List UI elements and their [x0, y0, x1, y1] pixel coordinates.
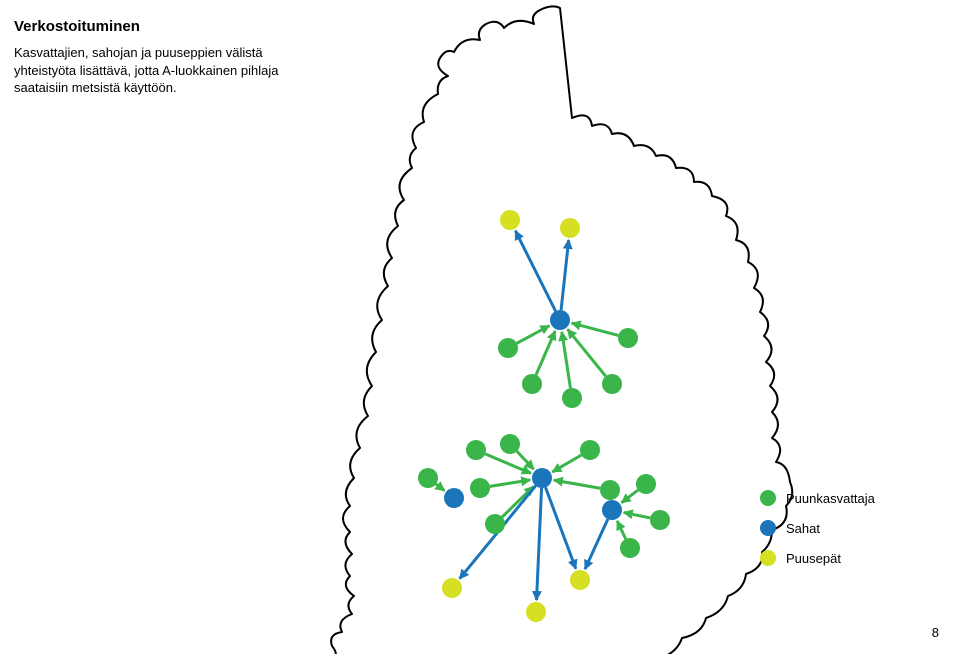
legend-label: Puunkasvattaja	[786, 491, 875, 506]
node-green	[600, 480, 620, 500]
node-green	[500, 434, 520, 454]
legend-swatch-icon	[760, 550, 776, 566]
legend-row: Sahat	[760, 520, 875, 536]
node-yellow	[560, 218, 580, 238]
node-green	[522, 374, 542, 394]
node-green	[498, 338, 518, 358]
node-green	[470, 478, 490, 498]
node-blue	[550, 310, 570, 330]
node-green	[636, 474, 656, 494]
node-yellow	[526, 602, 546, 622]
legend-label: Puusepät	[786, 551, 841, 566]
legend-label: Sahat	[786, 521, 820, 536]
legend-swatch-icon	[760, 490, 776, 506]
node-blue	[602, 500, 622, 520]
legend: Puunkasvattaja Sahat Puusepät	[760, 490, 875, 580]
node-green	[650, 510, 670, 530]
finland-outline	[298, 6, 793, 654]
node-blue	[444, 488, 464, 508]
node-blue	[532, 468, 552, 488]
node-green	[562, 388, 582, 408]
legend-swatch-icon	[760, 520, 776, 536]
node-green	[620, 538, 640, 558]
node-green	[602, 374, 622, 394]
node-green	[466, 440, 486, 460]
node-green	[418, 468, 438, 488]
node-yellow	[500, 210, 520, 230]
node-yellow	[442, 578, 462, 598]
node-green	[618, 328, 638, 348]
node-green	[485, 514, 505, 534]
node-green	[580, 440, 600, 460]
legend-row: Puunkasvattaja	[760, 490, 875, 506]
node-yellow	[570, 570, 590, 590]
legend-row: Puusepät	[760, 550, 875, 566]
page-number: 8	[932, 625, 939, 640]
